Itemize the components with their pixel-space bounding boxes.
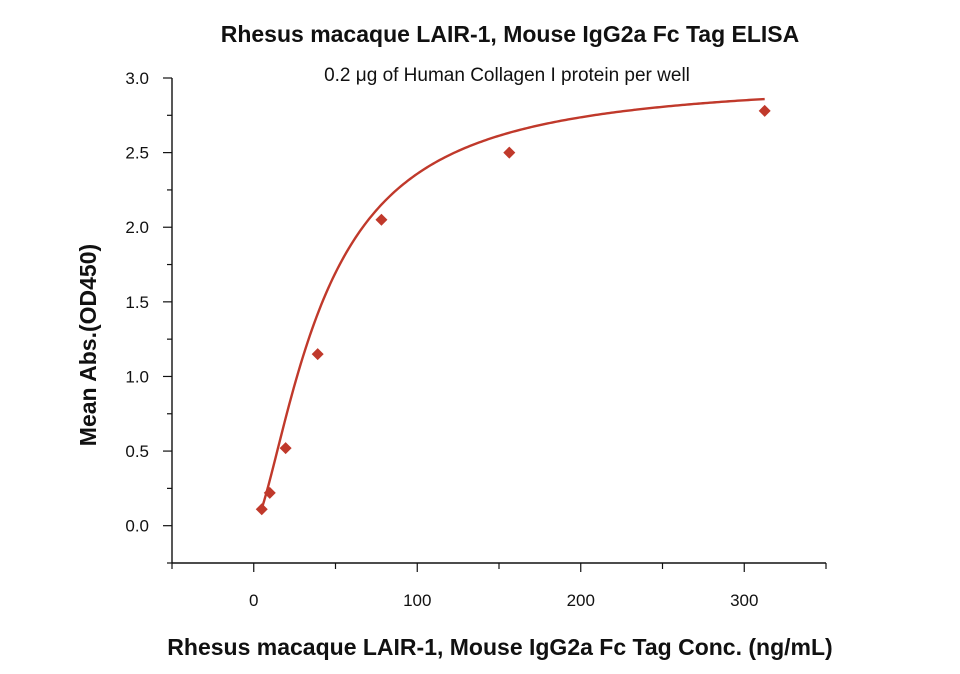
chart-subtitle: 0.2 μg of Human Collagen I protein per w… xyxy=(324,65,690,86)
y-tick-label: 1.5 xyxy=(125,293,149,312)
data-point-diamond xyxy=(255,503,268,516)
axis-ticks xyxy=(163,77,827,572)
fit-curve xyxy=(260,97,765,509)
y-tick-label: 2.5 xyxy=(125,144,149,163)
x-axis-title: Rhesus macaque LAIR-1, Mouse IgG2a Fc Ta… xyxy=(167,634,832,660)
y-axis-title: Mean Abs.(OD450) xyxy=(75,244,101,446)
x-tick-label: 300 xyxy=(730,591,758,610)
y-tick-label: 3.0 xyxy=(125,69,149,88)
y-tick-label: 0.5 xyxy=(125,442,149,461)
data-point-diamond xyxy=(311,348,324,361)
chart-title: Rhesus macaque LAIR-1, Mouse IgG2a Fc Ta… xyxy=(221,21,800,47)
tick-labels: 0 100 200 300 0.0 0.5 1.0 1.5 2.0 2.5 3.0 xyxy=(125,69,758,610)
y-tick-label: 2.0 xyxy=(125,218,149,237)
data-point-diamond xyxy=(375,213,388,226)
y-tick-label: 1.0 xyxy=(125,367,149,386)
data-point-diamond xyxy=(503,146,516,159)
data-point-diamond xyxy=(263,486,276,499)
y-tick-label: 0.0 xyxy=(125,517,149,536)
x-tick-label: 200 xyxy=(567,591,595,610)
data-point-diamond xyxy=(279,442,292,455)
data-point-diamond xyxy=(758,104,771,117)
data-points xyxy=(255,104,771,516)
x-tick-label: 0 xyxy=(249,591,258,610)
x-tick-label: 100 xyxy=(403,591,431,610)
